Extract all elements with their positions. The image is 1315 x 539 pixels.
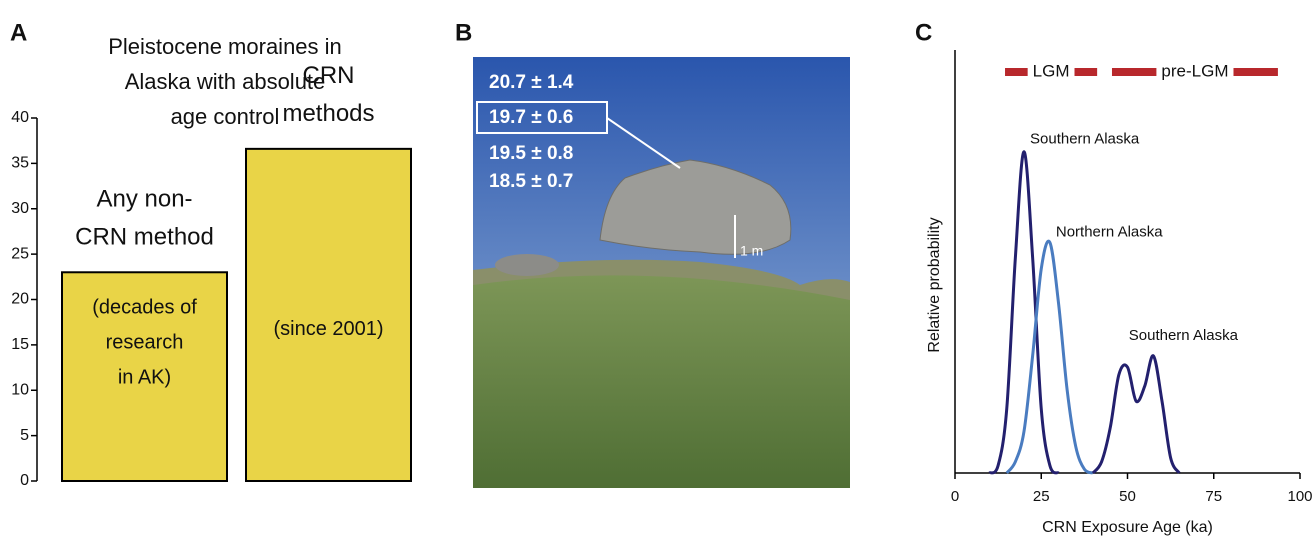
y-tick-label: 30: [11, 200, 29, 217]
bar: [61, 271, 228, 482]
probability-curve: [1005, 239, 1094, 475]
panel-letter: B: [455, 19, 472, 46]
age-label: 19.7 ± 0.6: [489, 107, 573, 128]
bar-category: Any non-: [96, 186, 192, 213]
y-tick-label: 25: [11, 245, 29, 262]
y-tick-label: 5: [20, 427, 29, 444]
y-tick-label: 40: [11, 109, 29, 126]
series-label: Southern Alaska: [1129, 327, 1239, 344]
x-tick-label: 0: [951, 488, 959, 505]
age-label: 18.5 ± 0.7: [489, 171, 573, 192]
y-tick-label: 10: [11, 381, 29, 398]
age-label: 19.5 ± 0.8: [489, 143, 573, 164]
period-label-bg: [1156, 64, 1234, 80]
probability-curve: [1091, 354, 1181, 475]
rock: [495, 254, 559, 276]
chart-title: age control: [171, 104, 280, 129]
age-highlight: [476, 101, 608, 134]
x-tick-label: 75: [1205, 488, 1222, 505]
bar-category: methods: [282, 100, 374, 127]
bar-note: in AK): [118, 367, 171, 389]
bar-note: research: [106, 332, 184, 354]
y-tick-label: 0: [20, 472, 29, 489]
bar-category: CRN method: [75, 224, 214, 251]
y-tick-label: 15: [11, 336, 29, 353]
x-tick-label: 25: [1033, 488, 1050, 505]
panel-letter: A: [10, 19, 27, 46]
age-pointer: [606, 117, 681, 169]
y-tick-label: 20: [11, 291, 29, 308]
period-label: LGM: [1033, 61, 1070, 80]
x-axis-label: CRN Exposure Age (ka): [1042, 519, 1213, 536]
boulder: [599, 159, 792, 255]
probability-curve: [988, 150, 1060, 475]
chart-title: Pleistocene moraines in: [108, 34, 342, 59]
photo: [473, 57, 850, 488]
x-tick-label: 100: [1287, 488, 1312, 505]
bar-category: CRN: [303, 62, 355, 89]
scale-label: 1 m: [740, 243, 763, 259]
period-label-bg: [1027, 64, 1075, 80]
age-label: 20.7 ± 1.4: [489, 72, 574, 93]
x-tick-label: 50: [1119, 488, 1136, 505]
panel-letter: C: [915, 19, 932, 46]
chart-title: Alaska with absolute: [125, 69, 326, 94]
series-label: Southern Alaska: [1030, 131, 1140, 148]
series-label: Northern Alaska: [1056, 223, 1163, 240]
bar-note: (since 2001): [273, 318, 383, 340]
bar: [245, 147, 412, 482]
period-label: pre-LGM: [1161, 61, 1228, 80]
y-axis-label: Relative probability: [926, 217, 943, 352]
bar-note: (decades of: [92, 297, 197, 319]
y-tick-label: 35: [11, 155, 29, 172]
ground: [473, 275, 850, 488]
